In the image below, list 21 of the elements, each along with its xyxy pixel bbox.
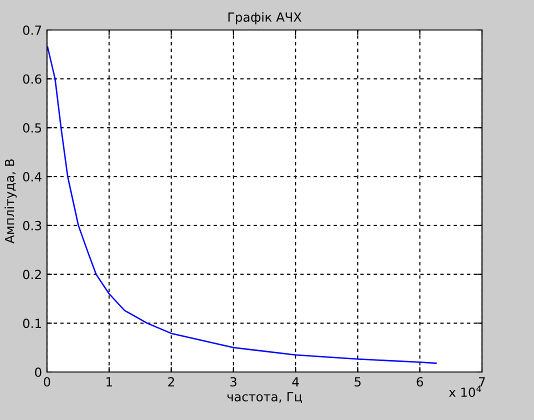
y-tick-label: 0 bbox=[35, 367, 42, 377]
y-axis-title: Амплітуда, В bbox=[4, 159, 17, 244]
y-tick-label: 0.3 bbox=[23, 220, 42, 230]
x-tick-label: 2 bbox=[168, 377, 174, 386]
x-tick-label: 4 bbox=[292, 377, 299, 386]
y-tick-label: 0.7 bbox=[23, 25, 42, 35]
text: x 10$^{4}$ bbox=[448, 386, 482, 397]
x-tick-label: 6 bbox=[416, 377, 424, 387]
y-tick-label: 0.4 bbox=[23, 172, 42, 182]
chart-title: Графік АЧХ bbox=[228, 12, 302, 24]
y-tick-label: 0.2 bbox=[23, 270, 41, 280]
x-tick-label: 5 bbox=[354, 377, 361, 387]
line-series bbox=[47, 46, 437, 364]
x-tick-label: 7 bbox=[479, 377, 485, 386]
y-tick-label: 0.6 bbox=[23, 74, 42, 84]
x-tick-label: 3 bbox=[230, 377, 236, 387]
y-tick-label: 0.5 bbox=[23, 123, 42, 133]
x-axis-title: частота, Гц bbox=[227, 392, 302, 403]
x-tick-label: 0 bbox=[44, 377, 50, 387]
x-tick-label: 1 bbox=[106, 377, 112, 386]
y-tick-label: 0.1 bbox=[23, 318, 41, 328]
